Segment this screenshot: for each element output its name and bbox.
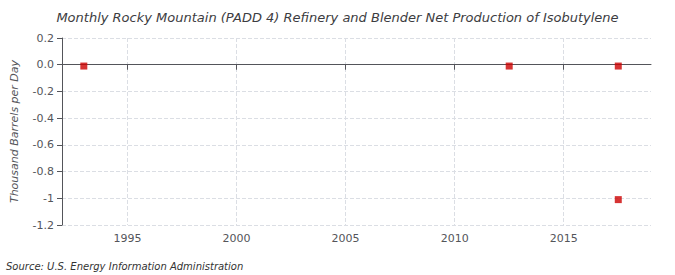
svg-text:-1: -1	[43, 192, 54, 205]
svg-text:-1.2: -1.2	[33, 219, 54, 232]
svg-text:0.0: 0.0	[37, 58, 55, 71]
svg-text:-0.8: -0.8	[33, 165, 54, 178]
svg-text:-0.6: -0.6	[33, 138, 54, 151]
svg-text:Thousand Barrels per Day: Thousand Barrels per Day	[8, 59, 21, 203]
svg-text:-0.2: -0.2	[33, 85, 54, 98]
svg-text:0.2: 0.2	[37, 32, 55, 45]
svg-text:-0.4: -0.4	[33, 112, 54, 125]
svg-text:2010: 2010	[441, 232, 469, 245]
svg-text:2005: 2005	[332, 232, 360, 245]
svg-text:2015: 2015	[550, 232, 578, 245]
svg-text:1995: 1995	[113, 232, 141, 245]
svg-text:Source: U.S. Energy Informatio: Source: U.S. Energy Information Administ…	[6, 261, 243, 272]
svg-text:2000: 2000	[223, 232, 251, 245]
svg-text:Monthly Rocky Mountain (PADD 4: Monthly Rocky Mountain (PADD 4) Refinery…	[56, 10, 618, 25]
